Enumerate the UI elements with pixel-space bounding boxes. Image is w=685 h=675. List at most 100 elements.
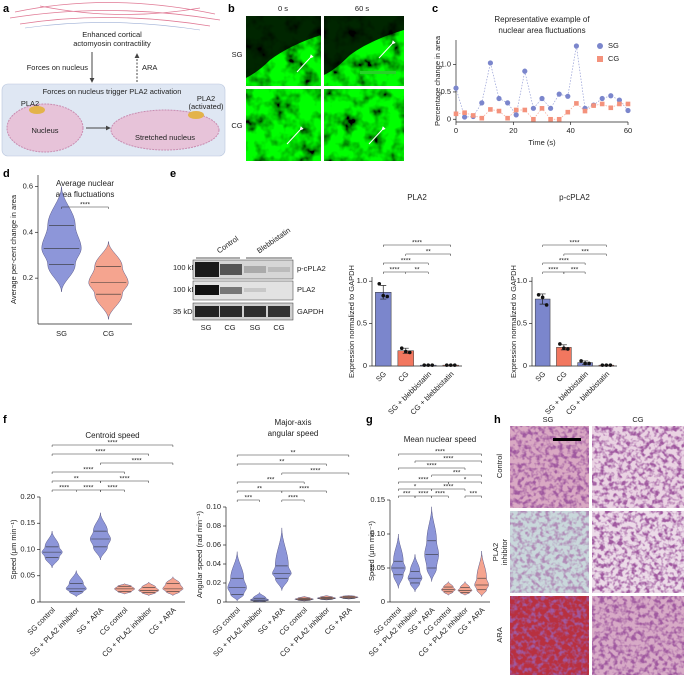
- image: [324, 89, 404, 161]
- point: [579, 359, 583, 363]
- label: 35 kDa: [173, 307, 198, 316]
- label: 0 s: [278, 4, 288, 13]
- label: Enhanced cortical: [82, 30, 142, 39]
- background: [246, 16, 321, 78]
- violin: [41, 186, 82, 292]
- y-tick-label: 0.08: [206, 521, 221, 530]
- point: [582, 108, 588, 114]
- label: inhibitor: [500, 538, 509, 565]
- label: actomyosin contractility: [73, 39, 151, 48]
- image-texture: [592, 596, 684, 675]
- point: [539, 95, 545, 102]
- point: [522, 68, 528, 74]
- bracket: [383, 244, 451, 247]
- point: [536, 293, 541, 297]
- point: [548, 105, 554, 111]
- significance-label: ****: [299, 486, 310, 493]
- y-tick-label: 0: [31, 597, 35, 606]
- point: [496, 95, 502, 102]
- significance-label: ****: [412, 240, 423, 247]
- significance-label: ****: [107, 485, 118, 492]
- panel-label: f: [3, 414, 7, 426]
- label: Nucleus: [31, 126, 58, 135]
- significance-label: ***: [571, 267, 579, 274]
- point: [407, 350, 412, 355]
- chart-title: PLA2: [407, 193, 427, 202]
- point: [573, 43, 580, 49]
- y-tick-label: 0.06: [206, 540, 221, 549]
- point: [505, 115, 510, 121]
- y-tick-label: 0.20: [20, 492, 35, 501]
- y-tick-label: 1.0: [357, 276, 367, 285]
- bracket: [398, 467, 466, 470]
- legend-label: SG: [608, 41, 619, 50]
- chart-title: nuclear area fluctuations: [498, 26, 585, 35]
- bracket: [281, 490, 327, 493]
- bracket: [281, 472, 350, 475]
- y-tick-label: 0.15: [370, 495, 385, 504]
- significance-label: **: [414, 267, 420, 274]
- point: [608, 105, 614, 111]
- label: PLA2: [491, 543, 500, 561]
- histology: SG CG Control PLA2 inhibitor ARA: [491, 415, 684, 675]
- bracket: [100, 480, 149, 483]
- significance-label: ****: [559, 258, 570, 265]
- significance-label: ****: [389, 267, 400, 274]
- significance-label: ****: [548, 267, 559, 274]
- chart-title: p-cPLA2: [559, 193, 590, 202]
- y-tick-label: 0.15: [20, 518, 35, 527]
- band: [220, 287, 242, 294]
- y-tick-label: 0.05: [20, 571, 35, 580]
- point: [600, 363, 605, 367]
- x-tick-label: SG: [374, 369, 388, 383]
- band: [220, 306, 242, 317]
- significance-label: **: [257, 486, 263, 493]
- band: [268, 306, 290, 317]
- chart-title: Average nuclear: [56, 179, 114, 188]
- band: [195, 285, 219, 295]
- label: PLA2: [197, 94, 215, 103]
- point: [558, 342, 562, 346]
- y-axis-label: Expression normalized to GAPDH: [347, 265, 356, 378]
- point: [426, 363, 431, 367]
- point: [556, 116, 562, 122]
- point: [574, 101, 579, 106]
- bar: [375, 292, 392, 367]
- legend-marker: [597, 43, 603, 49]
- y-tick-label: 1.0: [441, 60, 451, 69]
- x-tick-label: CG: [396, 369, 410, 383]
- significance-label: ***: [267, 477, 275, 484]
- bracket: [405, 253, 451, 256]
- bracket: [236, 463, 327, 466]
- point: [430, 363, 435, 367]
- point: [377, 281, 382, 286]
- point: [587, 361, 591, 366]
- significance-label: ****: [418, 477, 429, 484]
- violin: [227, 551, 247, 602]
- significance-label: ***: [245, 495, 253, 502]
- significance-label: ****: [435, 491, 446, 498]
- label: Control: [215, 234, 240, 255]
- chart-title: Mean nuclear speed: [404, 435, 477, 444]
- point: [448, 363, 453, 367]
- band: [195, 306, 219, 317]
- microscopy: 0 s 60 s SG CG: [231, 4, 404, 161]
- x-tick-label: SG: [56, 329, 67, 338]
- bracket: [431, 495, 449, 498]
- significance-label: ****: [80, 202, 91, 209]
- bracket: [100, 489, 125, 492]
- bracket: [51, 444, 174, 447]
- point: [470, 113, 476, 118]
- significance-label: ****: [310, 468, 321, 475]
- y-axis-label: Angular speed (rad min⁻¹): [195, 511, 204, 598]
- y-tick-label: 0.02: [206, 578, 221, 587]
- label: (activated): [188, 102, 224, 111]
- point: [539, 106, 545, 111]
- point: [591, 103, 596, 108]
- legend-label: CG: [608, 54, 619, 63]
- label: Forces on nucleus trigger PLA2 activatio…: [43, 87, 182, 96]
- point: [403, 349, 408, 354]
- label: CG: [231, 121, 242, 130]
- panel-label: c: [432, 3, 438, 15]
